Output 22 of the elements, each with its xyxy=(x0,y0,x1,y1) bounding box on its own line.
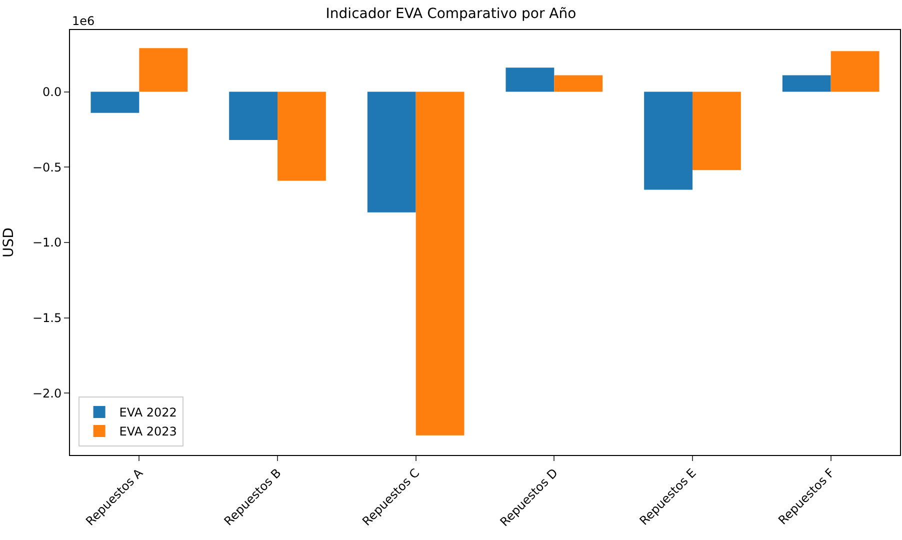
text: 1e6 xyxy=(72,14,95,28)
y-tick-label: −1.0 xyxy=(32,236,62,250)
bar xyxy=(554,75,603,92)
y-tick-label: −1.5 xyxy=(32,311,62,326)
bar xyxy=(90,92,140,113)
bar xyxy=(416,92,464,436)
y-axis-title: USD xyxy=(1,228,18,258)
bar xyxy=(139,48,188,92)
bar xyxy=(692,92,741,170)
y-tick-label: 0.0 xyxy=(42,84,62,99)
chart-title: Indicador EVA Comparativo por Año xyxy=(326,6,576,22)
legend-label: EVA 2022 xyxy=(119,406,177,420)
legend-label: EVA 2023 xyxy=(119,424,177,439)
bar xyxy=(367,92,416,212)
bar xyxy=(644,92,692,190)
y-tick-label: −2.0 xyxy=(32,386,62,400)
bar xyxy=(782,75,831,92)
bar xyxy=(830,51,880,92)
bar xyxy=(506,68,554,92)
bar xyxy=(278,92,326,181)
y-tick-label: −0.5 xyxy=(32,160,62,174)
bar xyxy=(229,92,278,140)
